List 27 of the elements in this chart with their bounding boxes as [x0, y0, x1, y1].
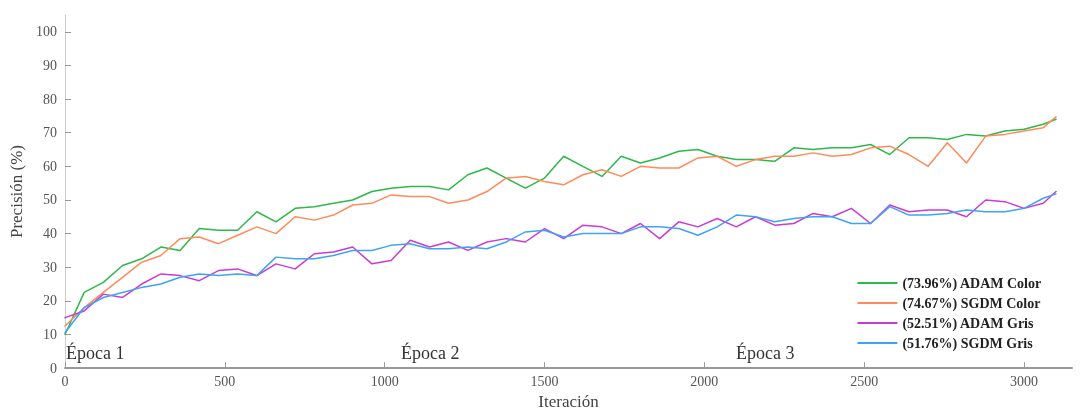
x-tick-label: 2000	[690, 373, 719, 389]
x-tick-label: 1000	[370, 373, 399, 389]
y-tick-label: 0	[50, 360, 57, 376]
y-tick-label: 20	[43, 293, 57, 309]
legend-label: (74.67%) SGDM Color	[902, 295, 1041, 312]
y-tick-label: 10	[43, 326, 57, 342]
x-tick-label: 2500	[850, 373, 879, 389]
x-tick-label: 500	[214, 373, 236, 389]
annotation: Época 1	[66, 342, 125, 363]
y-tick-label: 60	[43, 158, 57, 174]
y-tick-label: 50	[43, 192, 57, 208]
y-tick-label: 30	[43, 259, 57, 275]
x-tick-label: 3000	[1010, 373, 1039, 389]
y-tick-label: 70	[43, 125, 57, 141]
x-axis-title: Iteración	[538, 392, 600, 411]
y-tick-label: 90	[43, 57, 57, 73]
y-tick-label: 100	[36, 24, 57, 40]
legend-label: (52.51%) ADAM Gris	[902, 315, 1035, 332]
legend-label: (73.96%) ADAM Color	[902, 275, 1042, 292]
x-tick-label: 0	[61, 373, 69, 389]
y-axis-title: Precisión (%)	[7, 145, 26, 239]
annotation: Época 3	[736, 342, 795, 363]
y-tick-label: 80	[43, 91, 57, 107]
annotation: Época 2	[401, 342, 460, 363]
x-tick-label: 1500	[530, 373, 559, 389]
y-tick-label: 40	[43, 226, 57, 242]
legend-label: (51.76%) SGDM Gris	[902, 335, 1034, 352]
